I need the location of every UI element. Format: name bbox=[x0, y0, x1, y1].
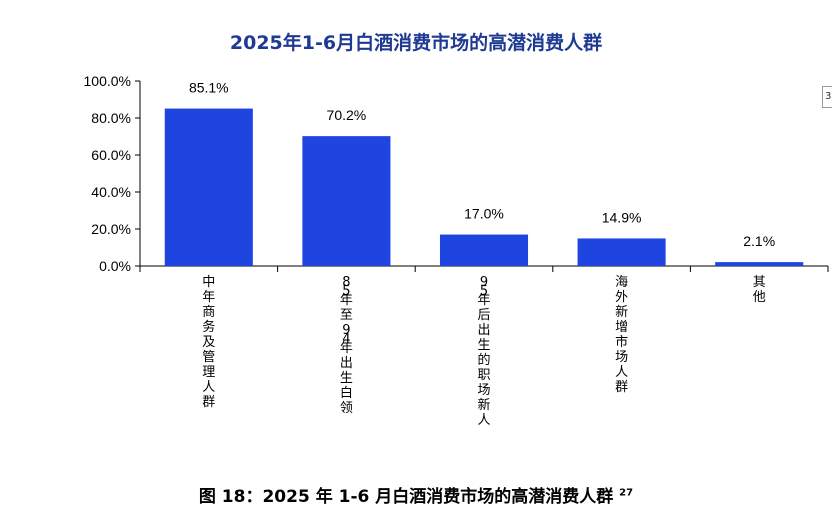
category-label: 9 5 年后出生的职场新人 bbox=[477, 275, 490, 428]
data-label: 85.1% bbox=[189, 80, 229, 96]
y-tick-label: 20.0% bbox=[91, 221, 131, 237]
data-label: 2.1% bbox=[743, 233, 775, 249]
y-tick-label: 40.0% bbox=[91, 184, 131, 200]
y-tick-label: 100.0% bbox=[84, 73, 131, 89]
data-label: 14.9% bbox=[602, 209, 642, 225]
bar bbox=[164, 108, 253, 266]
chart-title: 2025年1-6月白酒消费市场的高潜消费人群 bbox=[229, 32, 603, 54]
caption-footnote: 27 bbox=[619, 487, 634, 499]
y-tick-label: 0.0% bbox=[99, 258, 131, 274]
edge-mark: 3 bbox=[822, 86, 832, 108]
category-label: 8 5 年至 9 4 年出生白领 bbox=[340, 275, 353, 416]
caption-text: 图 18：2025 年 1-6 月白酒消费市场的高潜消费人群 bbox=[198, 487, 614, 507]
bar bbox=[439, 234, 529, 266]
data-label: 17.0% bbox=[464, 206, 504, 222]
category-label: 中年商务及管理人群 bbox=[202, 275, 215, 410]
figure-caption: 图 18：2025 年 1-6 月白酒消费市场的高潜消费人群 27 bbox=[0, 482, 832, 507]
bar-chart: 0.0% 20.0% 40.0% 60.0% 80.0% 100.0% 85.1% 中年商务及… bbox=[84, 73, 829, 428]
data-label: 70.2% bbox=[327, 107, 367, 123]
y-tick-label: 60.0% bbox=[91, 147, 131, 163]
bar bbox=[715, 262, 804, 266]
category-label: 海外新增市场人群 bbox=[615, 275, 628, 395]
category-label: 其他 bbox=[753, 275, 766, 305]
y-tick-label: 80.0% bbox=[91, 110, 131, 126]
bar bbox=[302, 136, 391, 266]
bar bbox=[577, 238, 666, 266]
